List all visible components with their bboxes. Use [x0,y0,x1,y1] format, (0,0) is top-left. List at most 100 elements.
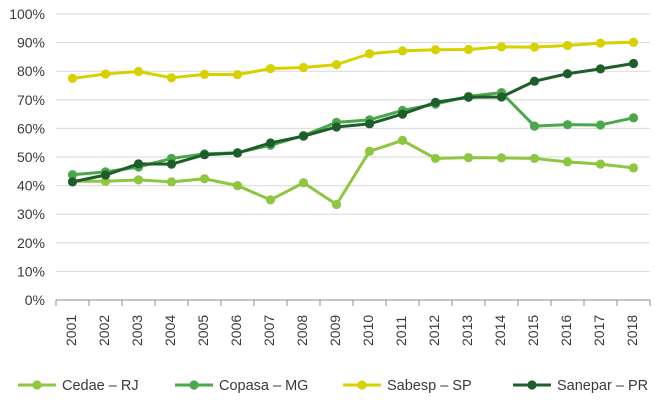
y-tick-label: 40% [17,178,45,194]
x-tick-label: 2003 [129,315,145,346]
data-point [67,73,78,83]
data-point [298,131,309,141]
data-point [628,58,639,69]
y-tick-label: 30% [17,206,45,222]
data-point [628,163,639,173]
data-point [232,70,243,80]
legend-label: Cedae – RJ [62,378,139,394]
series-line-0 [71,138,635,206]
data-point [100,69,111,79]
data-point [67,170,78,180]
gridlines [56,13,650,272]
x-tick-label: 2008 [294,315,310,346]
legend-label: Copasa – MG [219,378,308,394]
y-tick-label: 70% [17,92,45,108]
data-point [133,175,144,185]
x-tick-label: 2006 [228,315,244,346]
data-point [364,49,375,59]
y-tick-label: 0% [25,292,45,308]
data-point [166,177,177,187]
x-tick-label: 2012 [426,315,442,346]
y-tick-label: 80% [17,63,45,79]
series-line-2 [71,40,635,80]
data-point [496,153,507,163]
x-tick-label: 2011 [393,316,409,346]
x-tick-label: 2005 [195,315,211,346]
data-point [562,69,573,79]
data-point [397,109,408,119]
data-point [166,159,177,169]
data-point [199,150,210,160]
data-point [397,46,408,56]
data-point [397,135,408,146]
x-tick-label: 2014 [492,315,508,346]
data-point [628,113,639,123]
data-point [562,120,573,130]
data-point [430,45,441,55]
y-tick-label: 90% [17,35,45,51]
x-tick-label: 2001 [63,315,79,346]
data-point [595,159,606,169]
data-point [463,92,474,102]
data-point [331,122,342,132]
data-point [100,170,111,180]
x-tick-label: 2017 [591,315,607,346]
series-line-3 [71,61,635,184]
data-point [133,66,144,77]
legend-item: Copasa – MG [175,378,308,394]
data-point [595,120,606,130]
axes: 0% 10% 20% 30% 40% 50% 60% 70% 80% 90% 100% 2001 200… [9,6,651,346]
x-tick-label: 2004 [162,315,178,346]
data-point [496,92,507,102]
x-tick-label: 2002 [96,315,112,346]
data-point [298,62,309,73]
data-point [199,174,210,184]
y-tick-label: 60% [17,120,45,136]
data-point [364,119,375,129]
data-point [463,152,474,163]
data-point [133,159,144,169]
data-point [430,97,441,107]
x-tick-label: 2013 [459,315,475,346]
legend-label: Sanepar – PR [557,378,648,394]
data-point [562,40,573,51]
y-tick-label: 20% [17,235,45,251]
data-point [562,157,573,167]
data-point [166,73,177,83]
x-tick-label: 2007 [261,315,277,346]
series-lines [67,37,639,210]
data-point [529,121,540,131]
data-point [232,148,243,158]
data-point [529,42,540,52]
data-point [67,177,78,187]
legend: Cedae – RJ Copasa – MG Sabesp – SP Sanepar … [18,378,648,394]
legend-label: Sabesp – SP [387,378,472,394]
x-tick-label: 2009 [327,315,343,346]
data-point [529,76,540,86]
data-point [331,199,342,210]
data-point [100,176,111,186]
y-tick-label: 100% [9,6,45,22]
x-tick-label: 2016 [558,315,574,346]
y-tick-label: 10% [17,263,45,279]
series-line-1 [71,91,635,177]
data-point [496,42,507,52]
data-point [628,37,639,47]
data-point [265,64,276,74]
data-point [331,60,342,70]
x-tick-label: 2010 [360,315,376,346]
legend-swatch-marker [357,380,367,390]
data-point [595,38,606,48]
legend-swatch-marker [527,380,537,390]
legend-swatch-marker [32,380,42,390]
legend-item: Sabesp – SP [343,378,472,394]
data-point [463,44,474,55]
data-point [430,153,441,164]
data-point [298,178,309,188]
data-point [232,181,243,191]
x-tick-label: 2015 [525,315,541,346]
legend-item: Cedae – RJ [18,378,139,394]
data-point [529,153,540,164]
data-point [265,138,276,148]
